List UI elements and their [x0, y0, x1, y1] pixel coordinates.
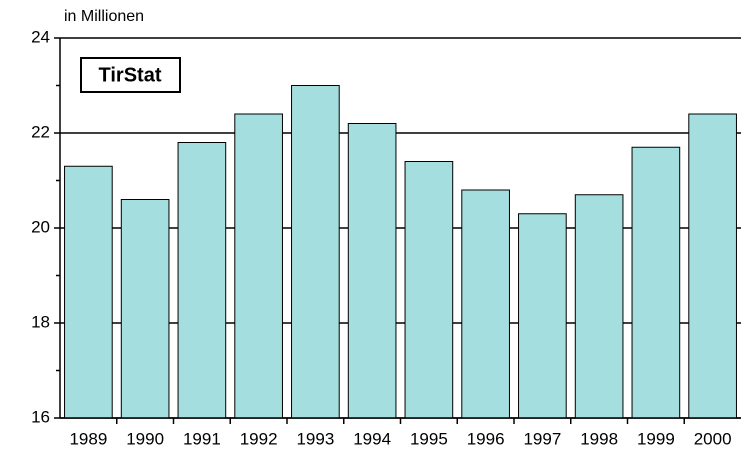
y-tick-label: 20	[31, 217, 50, 236]
chart-title: TirStat	[99, 64, 162, 86]
bar	[688, 113, 737, 419]
x-tick-label: 1994	[353, 429, 391, 448]
y-tick-label: 16	[31, 407, 50, 426]
x-tick-label: 1992	[240, 429, 278, 448]
y-tick-label: 22	[31, 122, 50, 141]
x-tick-label: 2000	[694, 429, 732, 448]
bar	[64, 165, 113, 419]
x-tick-label: 1999	[637, 429, 675, 448]
bar	[291, 85, 340, 419]
x-tick-label: 1993	[296, 429, 334, 448]
x-tick-label: 1989	[69, 429, 107, 448]
bar	[177, 142, 227, 419]
bar	[234, 113, 283, 419]
bar	[631, 146, 681, 419]
x-tick-label: 1991	[183, 429, 221, 448]
x-tick-label: 1997	[523, 429, 561, 448]
bar	[574, 194, 624, 419]
bar	[120, 199, 170, 419]
x-tick-label: 1995	[410, 429, 448, 448]
bar	[461, 189, 510, 419]
y-unit: in Millionen	[64, 8, 144, 25]
bar	[404, 161, 454, 419]
x-tick-label: 1998	[580, 429, 618, 448]
x-tick-label: 1990	[126, 429, 164, 448]
bar	[347, 123, 397, 419]
y-tick-label: 24	[31, 27, 50, 46]
x-tick-label: 1996	[467, 429, 505, 448]
bar	[518, 213, 567, 419]
title-box	[80, 57, 181, 93]
y-tick-label: 18	[31, 312, 50, 331]
